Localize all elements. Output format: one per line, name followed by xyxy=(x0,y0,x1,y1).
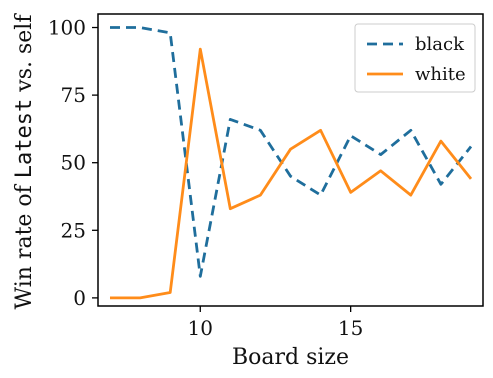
y-axis-label-part-2: vs. self xyxy=(12,13,37,99)
y-tick-label: 0 xyxy=(73,286,86,310)
legend: black white xyxy=(354,23,476,93)
x-tick-label: 10 xyxy=(188,316,213,340)
series-layer xyxy=(109,26,473,300)
x-axis-label: Board size xyxy=(232,345,349,370)
plot-frame xyxy=(97,13,484,307)
x-axis: 10 15 xyxy=(188,306,363,340)
y-tick-label: 100 xyxy=(48,16,86,40)
legend-label-white: white xyxy=(415,64,466,85)
y-axis-label-code: Latest xyxy=(12,99,37,178)
x-tick-label: 15 xyxy=(338,316,363,340)
y-axis-label-part-1: Win rate of xyxy=(12,178,37,309)
y-tick-label: 50 xyxy=(61,151,86,175)
y-axis: 0 25 50 75 100 xyxy=(48,16,98,310)
y-tick-label: 25 xyxy=(61,218,86,242)
legend-label-black: black xyxy=(415,34,465,55)
y-tick-label: 75 xyxy=(61,83,86,107)
y-axis-label: Win rate of Latest vs. self xyxy=(12,13,37,310)
